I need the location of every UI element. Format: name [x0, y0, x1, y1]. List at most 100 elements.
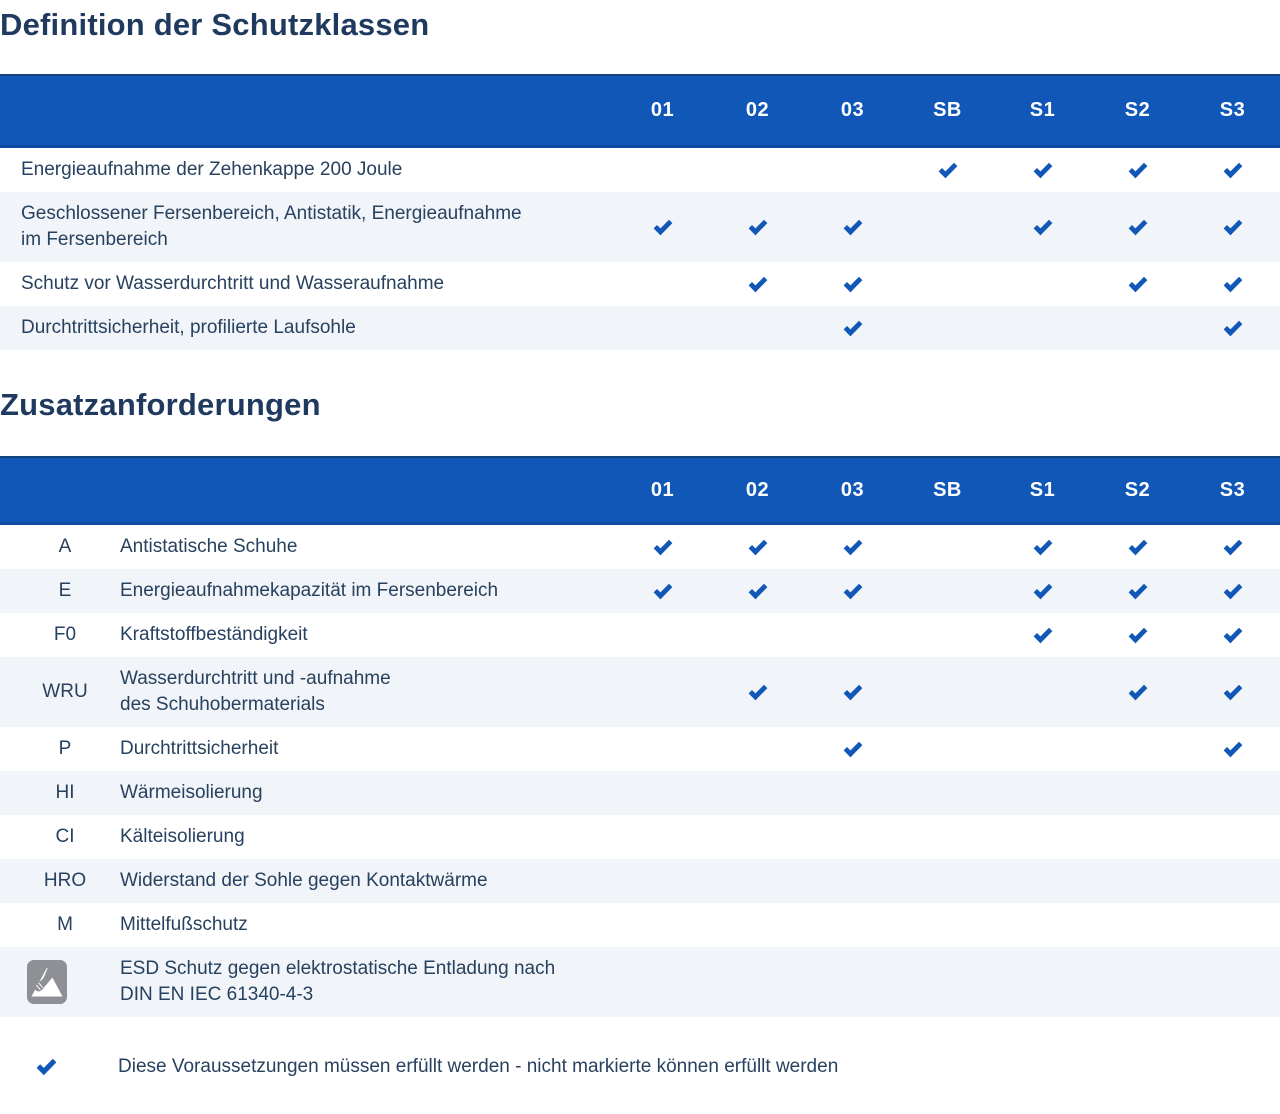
table-body: Energieaufnahme der Zehenkappe 200 Joule…	[0, 148, 1280, 350]
row-label: Antistatische Schuhe	[120, 536, 298, 557]
table-row: Geschlossener Fersenbereich, Antistatik,…	[0, 192, 1280, 262]
check-icon	[843, 276, 862, 292]
check-icon	[843, 741, 862, 757]
check-cell-sb	[900, 162, 995, 179]
check-cell-s2	[1090, 539, 1185, 556]
check-cell-s3	[1185, 219, 1280, 236]
check-icon	[748, 684, 767, 700]
table-row: Durchtrittsicherheit, profilierte Laufso…	[0, 306, 1280, 350]
column-header-s3: S3	[1219, 478, 1246, 501]
schutzklassen-table: 01 02 03 SB S1 S2 S3 Energieaufnahme der Zehen…	[0, 74, 1280, 350]
row-code: WRU	[42, 681, 88, 702]
row-code: P	[58, 738, 72, 759]
check-cell-02	[710, 539, 805, 556]
legend: Diese Voraussetzungen müssen erfüllt wer…	[0, 1044, 1280, 1089]
table-row: ESD Schutz gegen elektrostatische Entlad…	[0, 947, 1280, 1017]
check-icon	[653, 583, 672, 599]
check-cell-s3	[1185, 627, 1280, 644]
row-label: ESD Schutz gegen elektrostatische Entlad…	[120, 958, 556, 1005]
row-label: Kraftstoffbeständigkeit	[120, 624, 308, 645]
zusatzanforderungen-table: 01 02 03 SB S1 S2 S3 A Antistatische Schuhe E Ene…	[0, 456, 1280, 1017]
check-cell-s3	[1185, 583, 1280, 600]
check-icon	[1223, 583, 1242, 599]
check-icon	[843, 583, 862, 599]
zusatzanforderungen-title: Zusatzanforderungen	[0, 387, 321, 422]
row-label: Mittelfußschutz	[120, 914, 248, 935]
row-code: E	[58, 580, 72, 601]
check-cell-03	[805, 539, 900, 556]
row-code: HI	[55, 782, 75, 803]
check-cell-s1	[995, 627, 1090, 644]
column-header-s1: S1	[1029, 99, 1056, 121]
row-label: Widerstand der Sohle gegen Kontaktwärme	[120, 870, 488, 891]
check-cell-03	[805, 583, 900, 600]
check-cell-s2	[1090, 627, 1185, 644]
check-cell-01	[615, 219, 710, 236]
check-icon	[748, 219, 767, 235]
check-icon	[1223, 162, 1242, 178]
check-icon	[1223, 320, 1242, 336]
check-icon	[1223, 684, 1242, 700]
check-cell-s2	[1090, 276, 1185, 293]
table-header-row: 01 02 03 SB S1 S2 S3	[0, 74, 1280, 148]
check-cell-s1	[995, 162, 1090, 179]
check-cell-s3	[1185, 162, 1280, 179]
check-icon	[1033, 627, 1052, 643]
check-icon	[1128, 162, 1147, 178]
row-label: Schutz vor Wasserdurchtritt und Wasserau…	[21, 273, 445, 294]
check-icon	[843, 320, 862, 336]
check-cell-02	[710, 684, 805, 701]
check-cell-s1	[995, 583, 1090, 600]
table-row: WRU Wasserdurchtritt und -aufnahme des Sc…	[0, 657, 1280, 727]
check-icon	[843, 219, 862, 235]
row-code: F0	[53, 624, 77, 645]
check-icon	[1223, 276, 1242, 292]
table-row: M Mittelfußschutz	[0, 903, 1280, 947]
check-icon	[1128, 219, 1147, 235]
check-cell-02	[710, 276, 805, 293]
check-cell-03	[805, 276, 900, 293]
column-header-sb: SB	[933, 99, 962, 121]
check-cell-03	[805, 320, 900, 337]
table-header-row: 01 02 03 SB S1 S2 S3	[0, 456, 1280, 525]
check-cell-s2	[1090, 583, 1185, 600]
column-header-01: 01	[650, 99, 675, 121]
check-icon	[1128, 276, 1147, 292]
check-cell-s3	[1185, 320, 1280, 337]
table-row: Energieaufnahme der Zehenkappe 200 Joule	[0, 148, 1280, 192]
check-icon	[1223, 219, 1242, 235]
column-header-s3: S3	[1219, 99, 1246, 121]
row-label: Durchtrittsicherheit, profilierte Laufso…	[21, 317, 356, 338]
check-cell-s2	[1090, 684, 1185, 701]
check-icon	[36, 1058, 83, 1076]
check-cell-s2	[1090, 219, 1185, 236]
row-code: HRO	[43, 870, 87, 891]
column-header-s2: S2	[1124, 99, 1151, 121]
esd-hand-triangle-icon	[27, 960, 67, 1004]
check-icon	[1128, 583, 1147, 599]
esd-icon-cell	[0, 960, 118, 1004]
check-icon	[748, 276, 767, 292]
check-icon	[843, 539, 862, 555]
row-label: Energieaufnahme der Zehenkappe 200 Joule	[21, 159, 403, 180]
check-icon	[1128, 684, 1147, 700]
column-header-02: 02	[745, 478, 770, 501]
check-icon	[36, 1058, 56, 1075]
table-row: F0 Kraftstoffbeständigkeit	[0, 613, 1280, 657]
row-code: CI	[55, 826, 75, 847]
check-cell-s3	[1185, 539, 1280, 556]
check-icon	[748, 539, 767, 555]
check-cell-03	[805, 741, 900, 758]
table-row: E Energieaufnahmekapazität im Fersenberei…	[0, 569, 1280, 613]
check-icon	[653, 539, 672, 555]
check-icon	[1033, 162, 1052, 178]
check-icon	[748, 583, 767, 599]
check-icon	[1128, 539, 1147, 555]
row-code: A	[58, 536, 72, 557]
table-body: A Antistatische Schuhe E Energieaufnahmekap…	[0, 525, 1280, 1017]
table-row: HRO Widerstand der Sohle gegen Kontaktwär…	[0, 859, 1280, 903]
row-label: Wärmeisolierung	[120, 782, 263, 803]
column-header-03: 03	[840, 478, 865, 501]
legend-text: Diese Voraussetzungen müssen erfüllt wer…	[118, 1055, 839, 1077]
table-row: HI Wärmeisolierung	[0, 771, 1280, 815]
